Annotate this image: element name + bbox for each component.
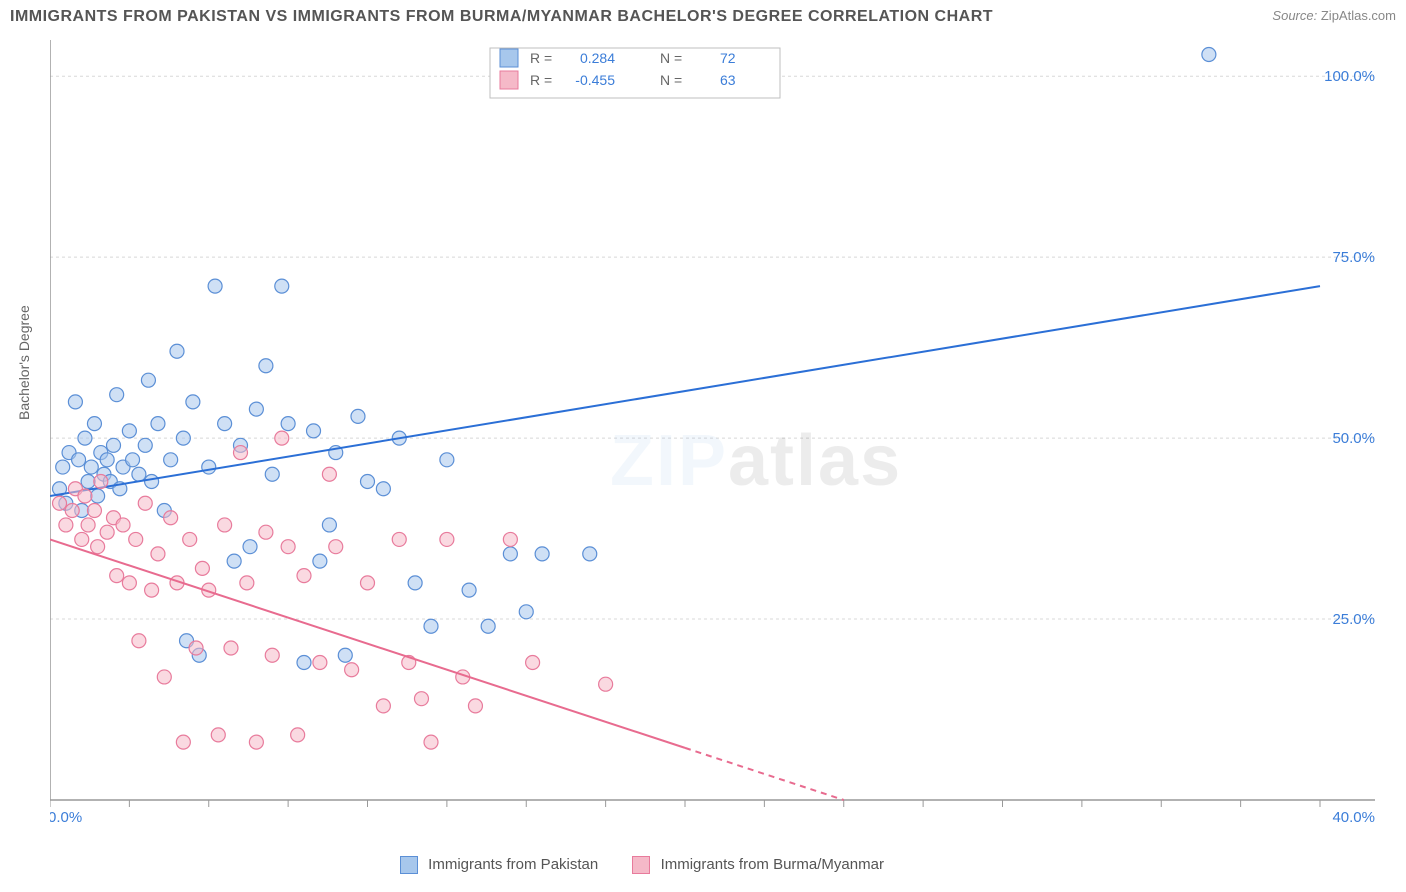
legend-swatch-burma xyxy=(632,856,650,874)
legend-label-burma: Immigrants from Burma/Myanmar xyxy=(661,856,884,873)
svg-text:N =: N = xyxy=(660,50,682,66)
svg-text:100.0%: 100.0% xyxy=(1324,68,1375,85)
chart-title: IMMIGRANTS FROM PAKISTAN VS IMMIGRANTS F… xyxy=(10,8,993,25)
svg-text:0.284: 0.284 xyxy=(580,50,615,66)
legend-item-pakistan: Immigrants from Pakistan xyxy=(400,856,602,873)
source-value: ZipAtlas.com xyxy=(1321,8,1396,23)
legend-item-burma: Immigrants from Burma/Myanmar xyxy=(632,856,884,873)
svg-text:50.0%: 50.0% xyxy=(1332,430,1375,447)
chart-plot-area: ZIPatlas 25.0%50.0%75.0%100.0%0.0%40.0%R… xyxy=(50,40,1380,830)
bottom-legend: Immigrants from Pakistan Immigrants from… xyxy=(400,856,914,874)
svg-text:N =: N = xyxy=(660,72,682,88)
legend-label-pakistan: Immigrants from Pakistan xyxy=(428,856,598,873)
svg-text:63: 63 xyxy=(720,72,736,88)
svg-text:75.0%: 75.0% xyxy=(1332,249,1375,266)
svg-text:72: 72 xyxy=(720,50,736,66)
scatter-chart-svg: 25.0% 50.0% 75.0% 100.0% 0.0% 40.0% R = 0.284 N … xyxy=(50,40,1380,830)
svg-text:0.0%: 0.0% xyxy=(50,809,82,826)
chart-header: IMMIGRANTS FROM PAKISTAN VS IMMIGRANTS F… xyxy=(10,8,1396,38)
y-axis-label: Bachelor's Degree xyxy=(16,305,32,420)
svg-text:25.0%: 25.0% xyxy=(1332,611,1375,628)
source-attribution: Source: ZipAtlas.com xyxy=(1272,8,1396,23)
svg-text:R =: R = xyxy=(530,50,552,66)
svg-text:R =: R = xyxy=(530,72,552,88)
svg-text:40.0%: 40.0% xyxy=(1332,809,1375,826)
legend-swatch-pakistan xyxy=(400,856,418,874)
svg-text:-0.455: -0.455 xyxy=(575,72,615,88)
source-label: Source: xyxy=(1272,8,1317,23)
